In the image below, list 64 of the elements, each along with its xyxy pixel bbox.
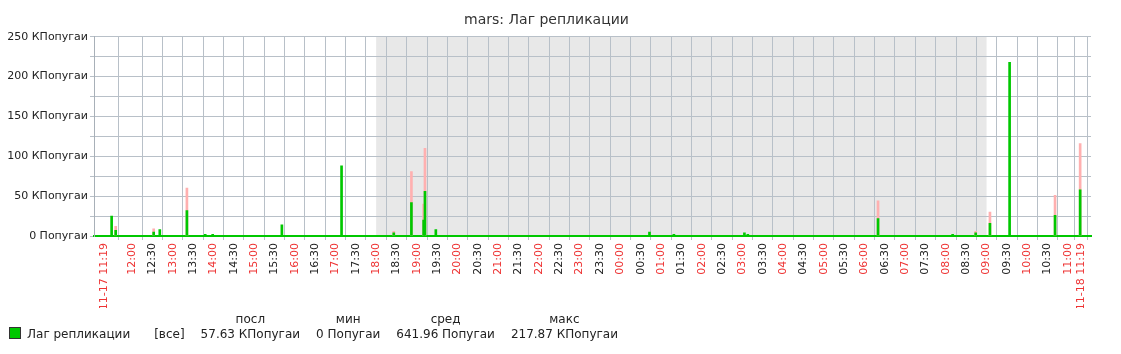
y-tick-label: 150 КПопугаи [7, 109, 88, 123]
text: 57.63 КПопугаи [199, 326, 302, 342]
x-tick-label: 00:30 [633, 243, 647, 275]
x-tick-label: 05:30 [836, 243, 850, 275]
x-tick-label: 11:00 [1060, 243, 1074, 275]
x-tick-label: 12:00 [124, 243, 138, 275]
text: сред [429, 312, 462, 326]
x-tick-label: 01:30 [674, 243, 688, 275]
x-tick-label: 01:00 [653, 243, 667, 275]
x-tick-label: 16:30 [307, 243, 321, 275]
x-tick-label: 17:00 [328, 243, 342, 275]
y-tick-label: 250 КПопугаи [7, 29, 88, 43]
x-tick-label: 04:30 [796, 243, 810, 275]
x-tick-label: 07:30 [918, 243, 932, 275]
x-tick-label: 21:30 [511, 243, 525, 275]
x-tick-label: 05:00 [816, 243, 830, 275]
x-tick-label: 20:30 [470, 243, 484, 275]
text: мин [334, 312, 362, 326]
x-tick-label: 10:30 [1040, 243, 1054, 275]
x-tick-label: 19:30 [430, 243, 444, 275]
x-tick-label: 09:30 [999, 243, 1013, 275]
legend-label: Лаг репликации [27, 327, 131, 341]
x-tick-label: 06:30 [877, 243, 891, 275]
x-tick-label: 00:00 [613, 243, 627, 275]
y-tick-label: 50 КПопугаи [14, 189, 88, 203]
y-tick-label: 100 КПопугаи [7, 149, 88, 163]
x-tick-label: 03:00 [735, 243, 749, 275]
x-tick-label: 02:00 [694, 243, 708, 275]
x-tick-label: 15:30 [267, 243, 281, 275]
x-tick-label: 17:30 [348, 243, 362, 275]
x-tick-label: 19:00 [409, 243, 423, 275]
x-tick-label: 07:00 [898, 243, 912, 275]
x-tick-label: 12:30 [145, 243, 159, 275]
text: 217.87 КПопугаи [509, 326, 619, 342]
x-tick-label: 20:00 [450, 243, 464, 275]
x-tick-label: 10:00 [1020, 243, 1034, 275]
text: посл [234, 312, 267, 326]
text: 641.96 Попугаи [395, 326, 496, 342]
x-tick-label: 14:00 [206, 243, 220, 275]
text: 0 Попугаи [315, 326, 382, 342]
x-tick-label: 14:30 [226, 243, 240, 275]
x-tick-label: 18:00 [369, 243, 382, 275]
x-tick-label: 15:00 [246, 243, 260, 275]
x-tick-label: 18:30 [389, 243, 403, 275]
x-tick-label: 13:00 [165, 243, 179, 275]
x-tick-label: 16:00 [287, 243, 301, 275]
x-tick-label: 06:00 [857, 243, 871, 275]
y-tick-label: 200 КПопугаи [7, 69, 88, 83]
chart-title: mars: Лаг репликации [464, 11, 629, 28]
x-tick-label: 21:00 [491, 243, 505, 275]
text: макс [548, 312, 581, 326]
x-tick-label: 23:00 [572, 243, 586, 275]
x-tick-label: 08:30 [959, 243, 973, 275]
x-tick-label: 22:30 [552, 243, 566, 275]
x-tick-label: 09:00 [979, 243, 993, 275]
x-tick-label: 13:30 [185, 243, 199, 275]
x-tick-label: 03:30 [755, 243, 769, 275]
x-tick-label: 22:00 [531, 243, 545, 275]
x-tick-label: 08:00 [938, 243, 952, 275]
x-tick-label: 04:00 [775, 243, 789, 275]
y-tick-label: 0 Попугаи [29, 228, 88, 242]
x-tick-label: 02:30 [714, 243, 728, 275]
text: [все] [153, 326, 186, 342]
x-tick-label: 23:30 [592, 243, 606, 275]
